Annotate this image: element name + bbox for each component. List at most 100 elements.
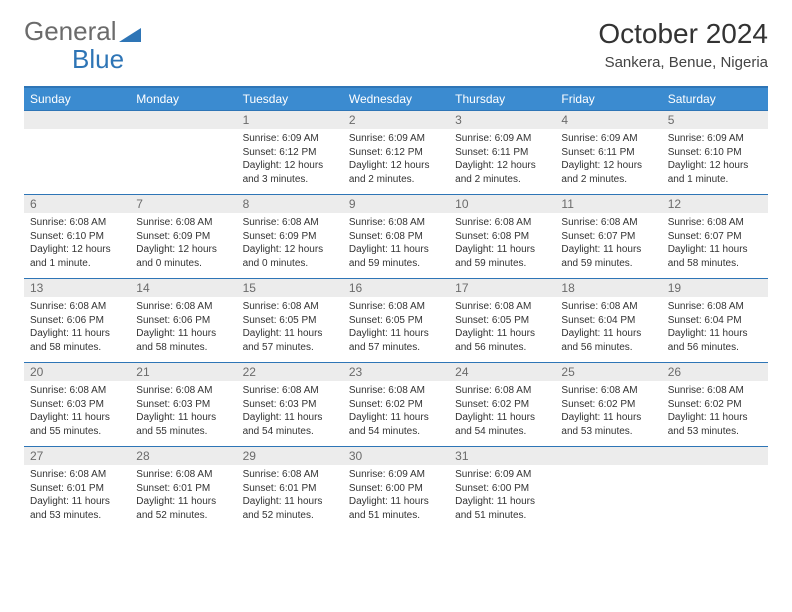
day-line: Daylight: 11 hours: [455, 243, 549, 257]
day-number: 29: [237, 447, 343, 465]
day-number: 22: [237, 363, 343, 381]
day-line: Daylight: 12 hours: [30, 243, 124, 257]
day-line: and 55 minutes.: [30, 425, 124, 439]
day-line: and 59 minutes.: [455, 257, 549, 271]
day-line: Sunset: 6:07 PM: [668, 230, 762, 244]
day-line: and 54 minutes.: [349, 425, 443, 439]
day-number: 6: [24, 195, 130, 213]
day-number: 26: [662, 363, 768, 381]
day-line: Sunset: 6:03 PM: [30, 398, 124, 412]
day-line: and 3 minutes.: [243, 173, 337, 187]
content-row: Sunrise: 6:09 AM Sunset: 6:12 PM Daylight:…: [24, 129, 768, 194]
day-line: Daylight: 11 hours: [349, 495, 443, 509]
day-line: Daylight: 11 hours: [136, 495, 230, 509]
day-line: and 52 minutes.: [243, 509, 337, 523]
day-line: and 51 minutes.: [349, 509, 443, 523]
day-number: 14: [130, 279, 236, 297]
day-number: [130, 111, 236, 129]
day-content: Sunrise: 6:08 AMSunset: 6:04 PMDaylight:…: [662, 297, 768, 362]
content-row: Sunrise: 6:08 AM Sunset: 6:03 PM Daylight:…: [24, 381, 768, 446]
day-line: Sunrise: 6:08 AM: [349, 300, 443, 314]
day-line: Sunset: 6:01 PM: [243, 482, 337, 496]
day-line: and 51 minutes.: [455, 509, 549, 523]
day-number: 20: [24, 363, 130, 381]
day-content: Sunrise: 6:09 AMSunset: 6:11 PMDaylight:…: [555, 129, 661, 194]
day-line: Daylight: 12 hours: [455, 159, 549, 173]
day-line: Sunset: 6:12 PM: [243, 146, 337, 160]
day-line: Sunrise: 6:09 AM: [668, 132, 762, 146]
title-block: October 2024 Sankera, Benue, Nigeria: [598, 18, 768, 71]
day-line: and 52 minutes.: [136, 509, 230, 523]
day-number: 31: [449, 447, 555, 465]
day-line: Sunset: 6:11 PM: [455, 146, 549, 160]
day-line: and 2 minutes.: [561, 173, 655, 187]
daynum-row: 6789101112: [24, 194, 768, 213]
day-line: Sunrise: 6:08 AM: [243, 384, 337, 398]
day-line: Sunset: 6:00 PM: [349, 482, 443, 496]
location: Sankera, Benue, Nigeria: [598, 54, 768, 71]
day-number: 10: [449, 195, 555, 213]
day-line: Sunrise: 6:08 AM: [136, 468, 230, 482]
day-line: Daylight: 11 hours: [136, 327, 230, 341]
day-line: Sunrise: 6:08 AM: [30, 216, 124, 230]
day-line: Daylight: 12 hours: [243, 243, 337, 257]
day-line: and 58 minutes.: [30, 341, 124, 355]
day-number: 23: [343, 363, 449, 381]
day-line: Sunset: 6:06 PM: [30, 314, 124, 328]
day-line: Sunset: 6:04 PM: [561, 314, 655, 328]
day-number: 25: [555, 363, 661, 381]
day-line: Sunset: 6:02 PM: [561, 398, 655, 412]
day-number: 15: [237, 279, 343, 297]
day-line: Sunset: 6:08 PM: [455, 230, 549, 244]
day-number: 1: [237, 111, 343, 129]
day-number: 7: [130, 195, 236, 213]
day-line: Sunset: 6:08 PM: [349, 230, 443, 244]
day-content: Sunrise: 6:08 AMSunset: 6:03 PMDaylight:…: [130, 381, 236, 446]
day-line: and 57 minutes.: [349, 341, 443, 355]
day-content: Sunrise: 6:09 AMSunset: 6:11 PMDaylight:…: [449, 129, 555, 194]
day-line: and 56 minutes.: [561, 341, 655, 355]
day-line: Sunset: 6:05 PM: [243, 314, 337, 328]
day-number: 24: [449, 363, 555, 381]
day-content: Sunrise: 6:08 AMSunset: 6:02 PMDaylight:…: [555, 381, 661, 446]
day-line: Daylight: 11 hours: [243, 495, 337, 509]
day-content: Sunrise: 6:08 AMSunset: 6:06 PMDaylight:…: [24, 297, 130, 362]
day-line: Daylight: 11 hours: [136, 411, 230, 425]
day-line: Sunrise: 6:08 AM: [349, 384, 443, 398]
day-content: Sunrise: 6:08 AMSunset: 6:05 PMDaylight:…: [237, 297, 343, 362]
day-line: Daylight: 12 hours: [349, 159, 443, 173]
day-line: Daylight: 11 hours: [668, 411, 762, 425]
day-line: Daylight: 11 hours: [243, 327, 337, 341]
day-line: and 2 minutes.: [455, 173, 549, 187]
dow-header: Thursday: [449, 88, 555, 110]
daynum-row: 12345: [24, 110, 768, 129]
day-content: Sunrise: 6:08 AMSunset: 6:09 PMDaylight:…: [130, 213, 236, 278]
day-number: 21: [130, 363, 236, 381]
day-line: Sunrise: 6:08 AM: [455, 216, 549, 230]
day-line: and 58 minutes.: [668, 257, 762, 271]
daynum-row: 20212223242526: [24, 362, 768, 381]
day-number: [555, 447, 661, 465]
day-content: Sunrise: 6:08 AMSunset: 6:08 PMDaylight:…: [449, 213, 555, 278]
daynum-row: 13141516171819: [24, 278, 768, 297]
day-number: 27: [24, 447, 130, 465]
day-number: 2: [343, 111, 449, 129]
day-content: Sunrise: 6:08 AMSunset: 6:04 PMDaylight:…: [555, 297, 661, 362]
dow-header: Monday: [130, 88, 236, 110]
day-line: and 55 minutes.: [136, 425, 230, 439]
day-content: Sunrise: 6:09 AMSunset: 6:10 PMDaylight:…: [662, 129, 768, 194]
day-number: 18: [555, 279, 661, 297]
content-row: Sunrise: 6:08 AMSunset: 6:01 PMDaylight:…: [24, 465, 768, 530]
triangle-icon: [119, 20, 141, 46]
day-line: Sunset: 6:05 PM: [455, 314, 549, 328]
day-line: Sunrise: 6:08 AM: [243, 468, 337, 482]
day-line: Daylight: 11 hours: [561, 327, 655, 341]
day-content: Sunrise: 6:08 AMSunset: 6:06 PMDaylight:…: [130, 297, 236, 362]
day-line: Sunset: 6:09 PM: [243, 230, 337, 244]
day-line: Sunrise: 6:08 AM: [455, 384, 549, 398]
day-line: and 0 minutes.: [243, 257, 337, 271]
calendar: SundayMondayTuesdayWednesdayThursdayFrid…: [24, 86, 768, 530]
day-line: Daylight: 11 hours: [243, 411, 337, 425]
day-line: Sunset: 6:02 PM: [455, 398, 549, 412]
day-content: Sunrise: 6:08 AMSunset: 6:03 PMDaylight:…: [24, 381, 130, 446]
